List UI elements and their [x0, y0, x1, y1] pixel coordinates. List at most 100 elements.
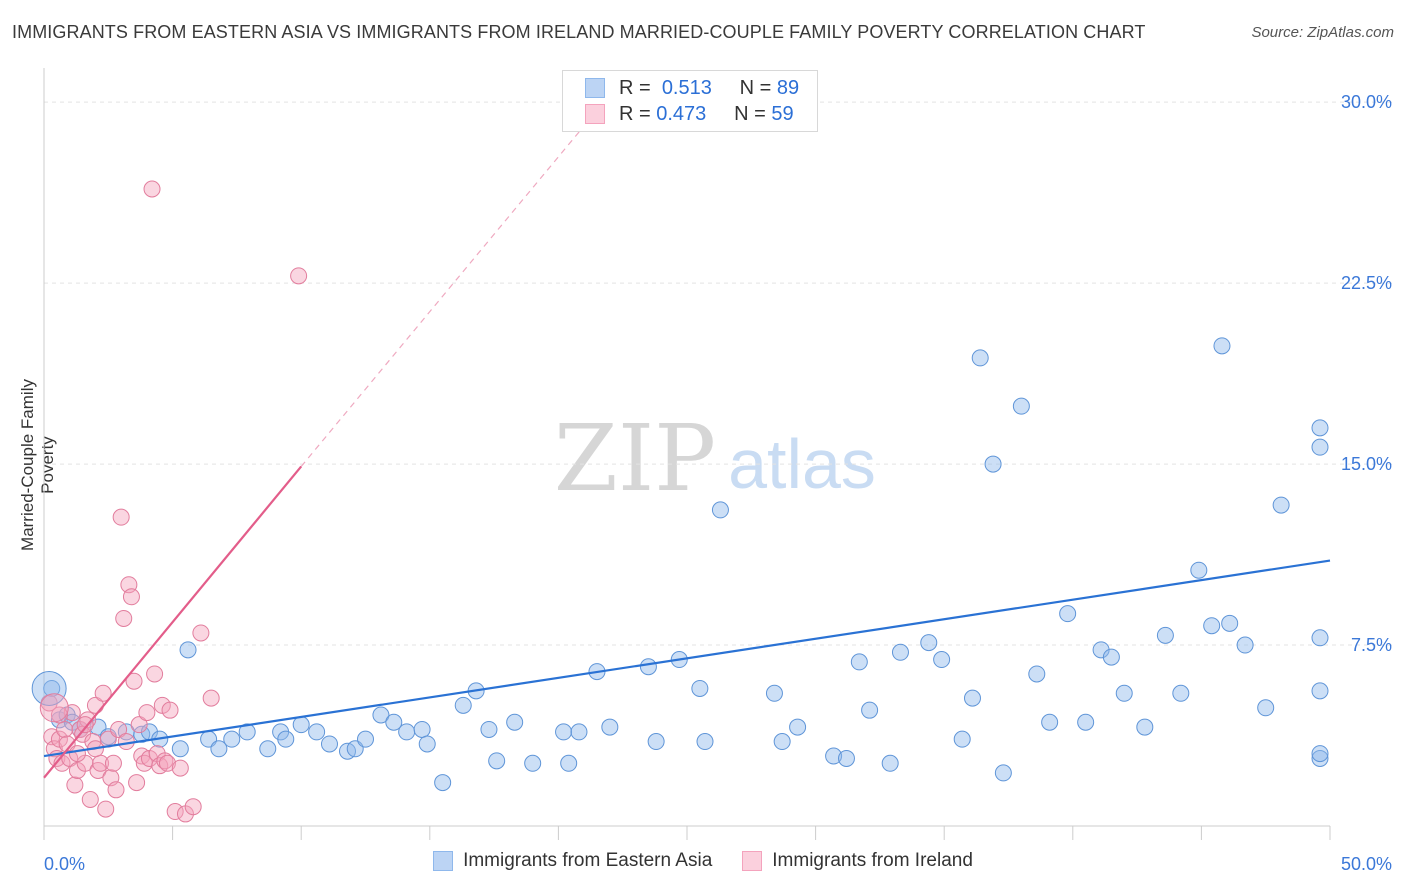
data-point — [398, 723, 416, 741]
data-point — [143, 180, 161, 198]
data-point — [837, 749, 855, 767]
trend-line-eastern-asia — [43, 559, 1331, 758]
bottom-legend-label-ireland: Immigrants from Ireland — [772, 850, 973, 871]
data-point — [1136, 718, 1154, 736]
y-tick-label: 15.0% — [1341, 454, 1392, 474]
data-point — [570, 723, 588, 741]
data-point — [773, 733, 791, 751]
data-point — [524, 754, 542, 772]
data-point — [850, 653, 868, 671]
data-point — [115, 609, 133, 627]
data-point — [166, 803, 184, 821]
data-point — [1077, 713, 1095, 731]
legend-n-label: N = — [739, 76, 772, 99]
chart-title: IMMIGRANTS FROM EASTERN ASIA VS IMMIGRAN… — [12, 22, 1146, 42]
legend-n-value: 89 — [776, 76, 800, 99]
bottom-legend-swatch-eastern-asia — [433, 851, 454, 871]
bottom-legend-eastern-asia: Immigrants from Eastern Asia — [433, 850, 712, 872]
data-point — [184, 798, 202, 816]
data-point — [891, 643, 909, 661]
data-point-cluster — [31, 670, 67, 706]
data-point — [1311, 749, 1329, 767]
data-point — [110, 720, 128, 738]
data-point — [1156, 626, 1174, 644]
data-point — [825, 747, 843, 765]
data-point — [480, 720, 498, 738]
data-point — [277, 730, 295, 748]
data-point — [112, 508, 130, 526]
legend-n-label: N = — [734, 102, 766, 125]
legend-row-eastern-asia: R = 0.513 N = 89 — [585, 75, 799, 101]
y-tick-label: 22.5% — [1341, 273, 1392, 293]
legend-r-value: 0.513 — [661, 76, 712, 99]
legend: R = 0.513 N = 89 R = 0.473 N = 59 — [562, 70, 818, 132]
data-point — [66, 776, 84, 794]
data-point — [963, 689, 981, 707]
data-point — [372, 706, 390, 724]
data-point — [94, 684, 112, 702]
bottom-legend-label-eastern-asia: Immigrants from Eastern Asia — [463, 850, 713, 871]
data-point — [117, 733, 135, 751]
data-point — [385, 713, 403, 731]
data-point — [691, 679, 709, 697]
data-point — [158, 754, 176, 772]
data-point — [765, 684, 783, 702]
data-point — [1311, 682, 1329, 700]
legend-r-value: 0.473 — [656, 102, 707, 125]
trend-line-ireland-extension — [300, 94, 611, 467]
data-point — [789, 718, 807, 736]
watermark-atlas: atlas — [728, 425, 876, 503]
y-tick-label: 30.0% — [1341, 92, 1392, 112]
bottom-legend-swatch-ireland — [742, 851, 763, 871]
data-point — [1028, 665, 1046, 683]
data-point — [1172, 684, 1190, 702]
data-point — [639, 658, 657, 676]
data-point — [861, 701, 879, 719]
data-point — [971, 349, 989, 367]
data-point — [179, 641, 197, 659]
data-point — [107, 781, 125, 799]
data-point — [171, 740, 189, 758]
data-point — [933, 651, 951, 669]
data-point — [56, 720, 74, 738]
data-point — [1190, 561, 1208, 579]
data-point — [308, 723, 326, 741]
data-point — [79, 711, 97, 729]
data-point — [1213, 337, 1231, 355]
data-point — [881, 754, 899, 772]
data-point — [1311, 629, 1329, 647]
data-point — [138, 704, 156, 722]
data-point — [161, 701, 179, 719]
data-point — [1012, 397, 1030, 415]
data-point — [320, 735, 338, 753]
watermark-zip: ZIP — [554, 405, 716, 512]
bottom-legend-ireland: Immigrants from Ireland — [742, 850, 973, 872]
data-point — [1221, 614, 1239, 632]
data-point — [413, 720, 431, 738]
x-tick-label: 0.0% — [44, 854, 85, 874]
legend-swatch-eastern-asia — [585, 78, 605, 98]
data-point — [506, 713, 524, 731]
data-point-cluster — [39, 693, 69, 723]
data-point — [1272, 496, 1290, 514]
x-tick-label: 50.0% — [1341, 854, 1392, 874]
data-point — [357, 730, 374, 748]
series-ireland — [40, 180, 308, 823]
data-point — [1311, 745, 1329, 763]
data-point — [156, 752, 174, 770]
data-point — [1102, 648, 1120, 666]
data-point — [418, 735, 436, 753]
data-point — [711, 501, 729, 519]
data-point — [259, 740, 277, 758]
data-point — [601, 718, 619, 736]
data-point — [984, 455, 1002, 473]
data-point — [122, 588, 140, 606]
data-point — [202, 689, 220, 707]
data-point — [238, 723, 256, 741]
data-point — [1059, 605, 1077, 623]
data-point — [488, 752, 506, 770]
data-point — [994, 764, 1012, 782]
data-point — [1203, 617, 1221, 635]
data-point — [81, 790, 99, 808]
